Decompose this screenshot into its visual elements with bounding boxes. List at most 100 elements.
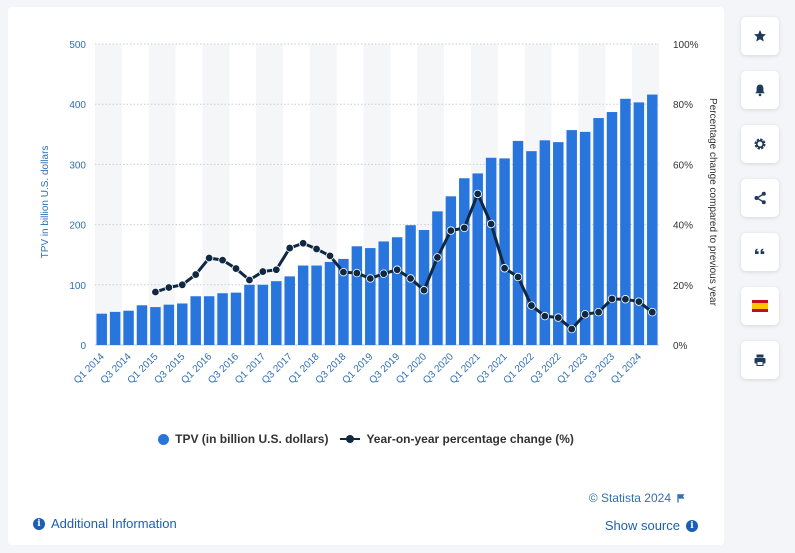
- line-point: [540, 311, 550, 321]
- bar: [351, 246, 363, 345]
- line-point: [258, 267, 268, 276]
- show-source-link[interactable]: Show source i: [605, 518, 698, 533]
- bar: [109, 311, 121, 345]
- y-axis-left-ticks: 0 100 200 300 400 500: [69, 40, 86, 352]
- y-axis-left-label: TPV in billion U.S. dollars: [40, 146, 51, 259]
- line-point: [634, 297, 644, 306]
- line-point: [419, 286, 429, 295]
- legend-marker-line: [340, 435, 361, 443]
- bar: [606, 112, 618, 345]
- line-point: [379, 269, 388, 278]
- bar: [499, 158, 510, 345]
- line-point: [486, 219, 496, 229]
- bar: [190, 296, 201, 345]
- star-icon: [754, 30, 766, 42]
- y-axis-right-label: Percentage change compared to previous y…: [707, 98, 718, 307]
- chart: 0 100 200 300 400 500 0% 20% 40% 60% 80% 100% Q1 2…: [40, 40, 718, 386]
- line-point: [500, 264, 509, 273]
- band: [148, 44, 176, 345]
- line-point: [325, 251, 335, 261]
- y2-tick-label: 60%: [673, 160, 693, 171]
- bar: [593, 118, 604, 346]
- toolbar: [741, 17, 779, 395]
- quote-icon: [755, 248, 765, 254]
- bar: [244, 284, 255, 345]
- flag-small-icon: [677, 494, 685, 503]
- line-point: [607, 294, 617, 304]
- line-point: [245, 275, 254, 285]
- bar: [338, 258, 349, 345]
- bar: [230, 292, 242, 345]
- line-point: [151, 287, 160, 297]
- y2-tick-label: 20%: [673, 281, 693, 292]
- y2-tick-label: 80%: [673, 100, 693, 111]
- line-point: [621, 295, 630, 304]
- y-axis-right-ticks: 0% 20% 40% 60% 80% 100%: [673, 40, 699, 352]
- additional-information-label: Additional Information: [51, 516, 177, 531]
- y-tick-label: 300: [69, 160, 86, 171]
- y2-tick-label: 100%: [673, 40, 699, 51]
- bar: [177, 303, 188, 345]
- bar: [150, 307, 161, 345]
- line-point: [392, 265, 402, 274]
- line-point: [164, 283, 174, 292]
- line-point: [298, 239, 308, 248]
- print-button[interactable]: [741, 341, 779, 379]
- bar: [620, 98, 631, 345]
- source-info-icon: i: [686, 519, 698, 532]
- bar: [163, 304, 175, 345]
- y-tick-label: 100: [69, 281, 86, 292]
- y-tick-label: 400: [69, 100, 86, 111]
- notification-button[interactable]: [741, 71, 779, 109]
- band: [95, 44, 122, 345]
- line-path: [154, 192, 654, 331]
- line-point: [272, 265, 281, 274]
- bar: [526, 151, 537, 345]
- bar: [553, 142, 564, 345]
- print-icon: [754, 354, 766, 366]
- bar: [391, 237, 403, 345]
- bar: [311, 265, 322, 345]
- bar: [445, 196, 457, 345]
- line-point: [648, 307, 657, 317]
- bar: [512, 140, 524, 345]
- bell-icon: [755, 84, 765, 97]
- line-point: [433, 253, 442, 262]
- line-point: [312, 244, 321, 254]
- bar: [566, 130, 577, 345]
- line-point: [218, 255, 227, 265]
- settings-button[interactable]: [741, 125, 779, 163]
- y-tick-label: 200: [69, 221, 86, 232]
- bar: [297, 265, 309, 345]
- y-tick-label: 500: [69, 40, 86, 51]
- legend-marker-bar: [158, 433, 170, 445]
- language-button[interactable]: [741, 287, 779, 325]
- favorite-button[interactable]: [741, 17, 779, 55]
- additional-information-link[interactable]: i Additional Information: [33, 516, 177, 531]
- line-point: [554, 313, 563, 322]
- share-button[interactable]: [741, 179, 779, 217]
- bar: [459, 178, 470, 345]
- legend-label-yoy: Year-on-year percentage change (%): [366, 432, 574, 446]
- show-source-label: Show source: [604, 518, 680, 533]
- bar: [539, 140, 551, 345]
- line-point: [446, 226, 456, 235]
- legend-item-tpv[interactable]: TPV (in billion U.S. dollars): [158, 432, 328, 446]
- info-icon: i: [33, 517, 45, 530]
- line-point: [178, 280, 187, 289]
- bar: [324, 261, 336, 345]
- legend-item-yoy[interactable]: Year-on-year percentage change (%): [340, 432, 574, 446]
- bar: [647, 94, 658, 346]
- bar: [472, 173, 483, 345]
- cite-button[interactable]: [741, 233, 779, 271]
- statista-credits[interactable]: © Statista 2024: [589, 491, 686, 505]
- line-point: [580, 310, 590, 319]
- line-point: [567, 324, 576, 334]
- bar-series: [96, 94, 658, 346]
- line-point: [191, 270, 200, 279]
- line-point: [366, 274, 375, 283]
- line-point: [473, 189, 482, 199]
- line-point: [231, 264, 241, 273]
- legend: TPV (in billion U.S. dollars) Year-on-ye…: [8, 432, 724, 446]
